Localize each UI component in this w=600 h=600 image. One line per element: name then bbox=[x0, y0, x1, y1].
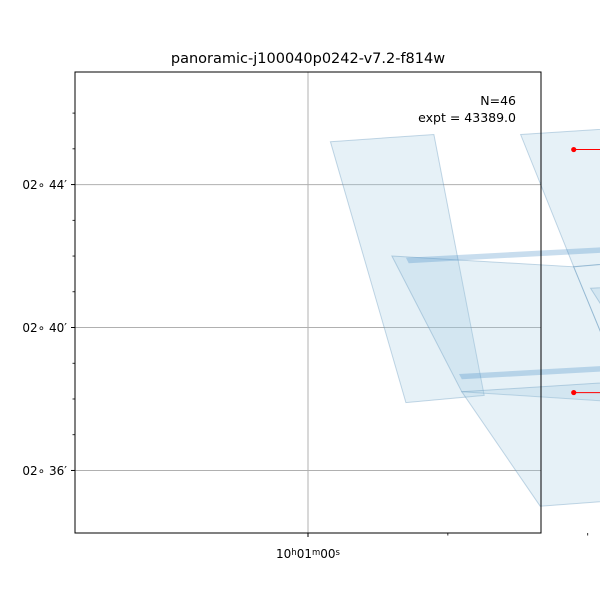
axis-tick-labels: 10h01m00s10h00m45s10h00m30s02∘ 36′02∘ 40… bbox=[22, 178, 341, 561]
y-tick-label: 02∘ 36′ bbox=[22, 464, 67, 478]
y-tick-label: 02∘ 44′ bbox=[22, 178, 67, 192]
selection-box-corner bbox=[571, 389, 577, 396]
annotation-count: N=46 bbox=[480, 93, 516, 108]
chip-gap-band bbox=[459, 366, 600, 380]
chip-gap-bands bbox=[405, 247, 600, 380]
chart-title: panoramic-j100040p0242-v7.2-f814w bbox=[171, 51, 445, 67]
chip-gap-band bbox=[405, 247, 600, 264]
footprint-polygon bbox=[329, 133, 485, 404]
y-tick-label: 02∘ 40′ bbox=[22, 321, 67, 335]
axis-ticks bbox=[71, 112, 589, 537]
footprint-polygon bbox=[572, 263, 600, 332]
footprint-polygon bbox=[519, 128, 600, 268]
x-tick-label: 10h01m00s bbox=[276, 547, 341, 561]
footprint-polygons bbox=[329, 128, 600, 507]
footprint-polygon bbox=[391, 255, 600, 402]
selection-box bbox=[571, 146, 600, 396]
footprint-polygon bbox=[589, 287, 600, 305]
grid-lines bbox=[75, 72, 541, 533]
footprint-polygon bbox=[460, 382, 600, 507]
annotation-exposure: expt = 43389.0 bbox=[418, 110, 516, 125]
selection-box-corner bbox=[571, 146, 577, 153]
